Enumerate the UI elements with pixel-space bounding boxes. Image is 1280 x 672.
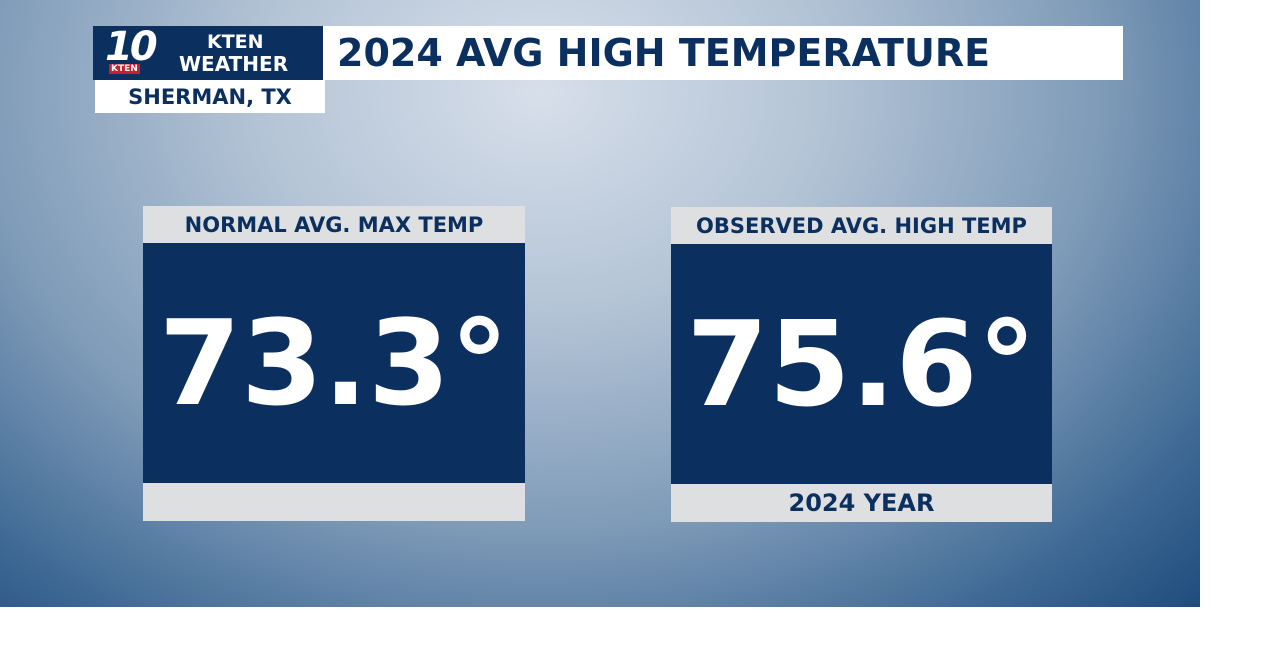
card-header: NORMAL AVG. MAX TEMP [143, 206, 525, 243]
logo-line2: WEATHER [179, 52, 289, 76]
card-value: 73.3° [143, 243, 525, 483]
logo-tag: KTEN [109, 64, 140, 74]
card-header: OBSERVED AVG. HIGH TEMP [671, 207, 1052, 244]
title: 2024 AVG HIGH TEMPERATURE [323, 26, 1123, 80]
logo-line1: KTEN [207, 31, 264, 53]
location: SHERMAN, TX [95, 80, 325, 113]
card-footer: 2024 YEAR [671, 484, 1052, 522]
logo-number: 10 [105, 24, 158, 70]
logo: 10 KTEN KTEN WEATHER [93, 24, 323, 80]
card-footer [143, 483, 525, 521]
card-value: 75.6° [671, 244, 1052, 484]
